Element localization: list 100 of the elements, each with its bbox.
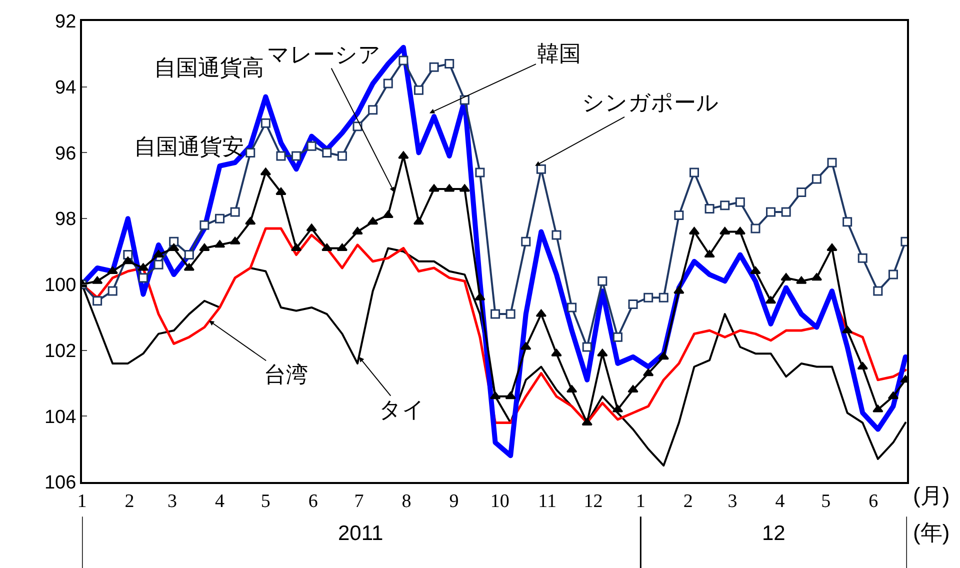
x-tick-label: 8 (402, 490, 412, 512)
point (674, 210, 684, 220)
point (475, 168, 485, 178)
point (184, 250, 194, 260)
point (582, 342, 592, 352)
point (888, 270, 898, 280)
point (337, 151, 347, 161)
x-tick-label: 3 (728, 490, 738, 512)
point (704, 250, 715, 258)
point (796, 187, 806, 197)
point (153, 250, 164, 258)
point (858, 253, 868, 263)
point (398, 56, 408, 66)
point (597, 348, 608, 356)
point (107, 266, 118, 274)
y-tick-label: 94 (55, 78, 77, 99)
point (780, 273, 792, 281)
point (368, 105, 378, 115)
point (154, 260, 164, 270)
point (200, 220, 210, 230)
point (520, 342, 532, 350)
annotation: 台湾 (264, 362, 308, 387)
y-tick-label: 92 (55, 12, 76, 33)
point (826, 243, 838, 251)
point (766, 207, 776, 217)
point (796, 276, 807, 284)
point (429, 62, 439, 72)
x-tick-label: 5 (821, 490, 831, 512)
point (108, 286, 118, 296)
point (658, 352, 669, 360)
point (505, 392, 516, 400)
point (552, 230, 562, 240)
x-tick-label: 4 (215, 490, 226, 512)
point (245, 217, 256, 225)
y-tick-label: 104 (44, 406, 77, 428)
point (506, 309, 516, 319)
x-tick-label: 2 (124, 490, 134, 512)
y-tick-label: 96 (55, 143, 76, 164)
x-tick-label: 6 (308, 490, 318, 512)
point (230, 236, 240, 244)
annotation: 韓国 (537, 41, 581, 66)
point (292, 151, 302, 161)
point (383, 78, 393, 88)
x-tick-label: 11 (538, 490, 556, 512)
point (873, 286, 883, 296)
x-tick-label: 12 (584, 490, 603, 512)
point (551, 348, 562, 356)
point (689, 168, 699, 178)
point (812, 174, 822, 184)
text: (月) (913, 483, 950, 508)
point (414, 85, 424, 95)
point (720, 200, 730, 210)
point (735, 197, 745, 207)
point (872, 404, 884, 412)
x-tick-label: 5 (260, 490, 270, 512)
point (260, 118, 270, 128)
x-tick-label: 2 (683, 490, 693, 512)
point (628, 299, 638, 309)
point (536, 164, 546, 174)
point (474, 292, 486, 300)
point (352, 226, 363, 234)
point (644, 292, 654, 302)
point (567, 302, 577, 312)
x-tick-label: 9 (449, 490, 459, 512)
point (428, 184, 440, 192)
annotation: 自国通貨高 (154, 55, 264, 80)
y-tick-label: 98 (55, 209, 76, 230)
annotation: タイ (379, 397, 425, 422)
text: (年) (913, 520, 950, 545)
point (612, 332, 622, 342)
point (382, 210, 394, 218)
point (490, 309, 500, 319)
point (398, 151, 409, 159)
y-tick-label: 102 (44, 340, 76, 362)
point (246, 148, 256, 158)
point (306, 224, 317, 232)
point (674, 286, 684, 294)
point (122, 256, 134, 264)
point (827, 158, 837, 168)
point (444, 59, 454, 69)
point (781, 207, 791, 217)
point (123, 250, 133, 260)
y-tick-label: 106 (44, 472, 76, 494)
y-tick-label: 100 (44, 275, 76, 296)
point (306, 141, 316, 151)
point (92, 296, 102, 306)
x-tick-label: 7 (354, 490, 364, 512)
x-tick-label: 6 (868, 490, 878, 512)
x-tick-label: 1 (636, 490, 646, 512)
point (322, 148, 332, 158)
point (658, 292, 668, 302)
point (169, 236, 179, 246)
point (750, 224, 760, 234)
annotation: マレーシア (267, 42, 381, 67)
point (276, 151, 286, 161)
point (199, 243, 210, 251)
point (230, 207, 240, 217)
point (750, 266, 761, 274)
point (704, 204, 714, 214)
x-tick-label: 4 (775, 490, 786, 512)
